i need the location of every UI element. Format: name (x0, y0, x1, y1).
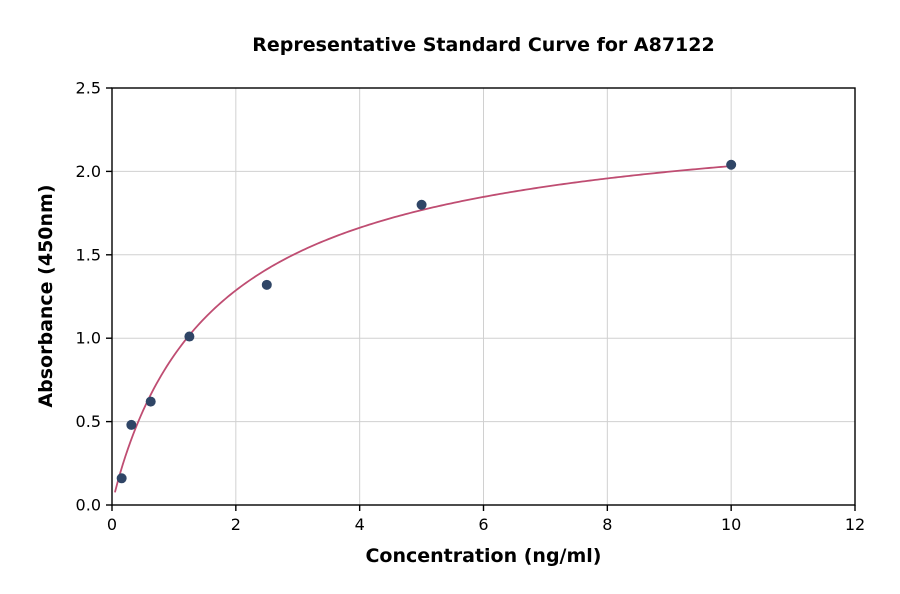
x-tick-label: 4 (355, 515, 365, 534)
x-tick-label: 0 (107, 515, 117, 534)
data-point (116, 473, 127, 484)
chart-title: Representative Standard Curve for A87122 (252, 34, 715, 56)
y-tick-label: 2.5 (76, 79, 101, 98)
y-tick-label: 1.5 (76, 245, 101, 264)
y-tick-label: 2.0 (76, 162, 101, 181)
x-tick-label: 2 (231, 515, 241, 534)
x-tick-label: 6 (478, 515, 488, 534)
y-tick-label: 0.0 (76, 496, 101, 515)
data-point (126, 419, 137, 430)
data-point (184, 331, 195, 342)
y-tick-label: 1.0 (76, 329, 101, 348)
data-point (145, 396, 156, 407)
x-tick-label: 10 (721, 515, 741, 534)
y-tick-label: 0.5 (76, 412, 101, 431)
data-point (726, 159, 737, 170)
data-point (261, 279, 272, 290)
x-tick-label: 12 (845, 515, 865, 534)
x-tick-label: 8 (602, 515, 612, 534)
data-point (416, 199, 427, 210)
x-axis-label: Concentration (ng/ml) (365, 545, 602, 567)
fit-curve (114, 165, 733, 493)
y-axis-label: Absorbance (450nm) (35, 184, 57, 408)
